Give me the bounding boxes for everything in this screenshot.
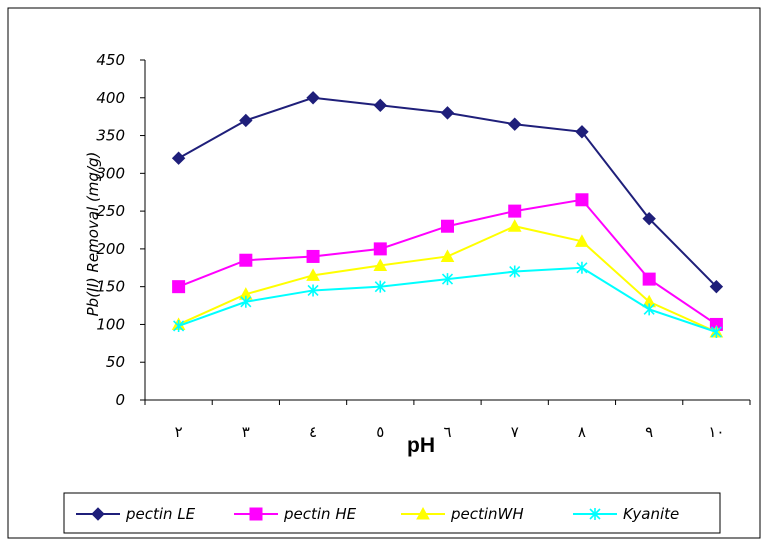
data-point (710, 326, 722, 338)
x-tick-label: ٤ (309, 423, 317, 441)
y-tick-label: 150 (96, 278, 125, 296)
data-point (508, 117, 522, 131)
y-tick-label: 50 (106, 353, 125, 371)
y-tick-label: 300 (96, 164, 125, 182)
x-tick-label: ٣ (242, 423, 250, 441)
legend-label: pectinWH (450, 505, 524, 523)
data-point (306, 91, 320, 105)
data-point (374, 280, 386, 293)
data-point (575, 193, 589, 207)
legend-marker (416, 506, 430, 520)
data-point (171, 151, 186, 165)
chart-frame (7, 7, 761, 539)
data-point (507, 219, 522, 232)
data-point (709, 279, 724, 294)
data-point (173, 319, 185, 332)
x-tick-label: ٦ (443, 423, 451, 441)
data-point (576, 261, 588, 274)
data-point (373, 98, 387, 113)
data-point (575, 125, 589, 139)
data-point (373, 242, 387, 256)
data-point (643, 303, 655, 316)
x-tick-label: ٢ (175, 423, 183, 441)
y-tick-label: 100 (96, 315, 125, 333)
x-tick-label: ١٠ (708, 423, 724, 441)
x-tick-label: ٧ (511, 423, 519, 441)
x-tick-label: ٨ (578, 423, 586, 441)
x-tick-label: ٩ (645, 423, 653, 441)
y-tick-label: 200 (96, 240, 125, 258)
legend-marker (589, 508, 601, 520)
data-point (642, 272, 656, 286)
data-point (373, 258, 388, 272)
data-point (441, 219, 454, 233)
series-pectin-he (172, 193, 723, 331)
data-point (440, 249, 455, 262)
legend-item: pectinWH (401, 505, 524, 523)
y-tick-label: 250 (96, 202, 125, 220)
series-kyanite (173, 261, 722, 338)
legend-label: pectin HE (283, 505, 357, 523)
series-pectin-le (171, 91, 724, 294)
data-point (239, 253, 253, 267)
data-point (440, 106, 455, 120)
data-point (441, 273, 454, 286)
legend-item: pectin LE (76, 505, 196, 523)
data-point (508, 204, 522, 218)
data-point (306, 249, 320, 263)
data-point (642, 211, 656, 226)
legend-marker (91, 507, 105, 521)
legend-label: Kyanite (623, 505, 679, 523)
series-layer (171, 91, 724, 338)
y-tick-label: 450 (96, 51, 125, 69)
y-axis-title: Pb(II) Removal (mg/g) (84, 152, 102, 317)
legend: pectin LE pectin HE pectinWH Kyanite (63, 492, 721, 534)
data-point (239, 113, 253, 128)
data-point (172, 280, 186, 294)
data-point (575, 234, 589, 247)
legend-item: Kyanite (573, 505, 679, 523)
y-tick-label: 350 (96, 127, 125, 145)
y-tick-label: 0 (115, 391, 125, 409)
x-axis-title: pH (407, 434, 435, 457)
legend-item: pectin HE (234, 505, 357, 523)
data-point (306, 268, 320, 281)
x-axis: ٢ ٣ ٤ ٥ ٦ ٧ ٨ ٩ ١٠ (144, 399, 751, 441)
legend-label: pectin LE (125, 505, 196, 523)
data-point (307, 284, 319, 297)
y-tick-label: 400 (96, 89, 125, 107)
y-axis: 0 50 100 150 200 250 300 350 400 450 (96, 51, 146, 409)
x-tick-label: ٥ (376, 423, 384, 441)
legend-marker (249, 507, 263, 521)
data-point (240, 295, 252, 308)
data-point (509, 265, 521, 278)
